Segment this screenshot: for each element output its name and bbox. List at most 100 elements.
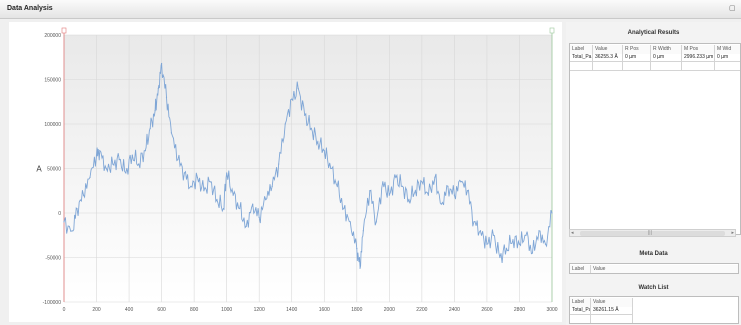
y-tick-label: 200000 xyxy=(44,33,61,39)
table-cell: Total_Pa xyxy=(570,306,591,315)
x-tick-label: 200 xyxy=(92,307,101,313)
data-series-line xyxy=(63,63,553,269)
column-header[interactable]: M Wid xyxy=(715,45,740,54)
data-point xyxy=(310,127,312,130)
data-point xyxy=(499,256,501,259)
x-tick-label: 1200 xyxy=(254,307,265,313)
data-point xyxy=(447,185,449,187)
data-point xyxy=(382,181,384,183)
data-point xyxy=(486,243,488,245)
x-tick-label: 2400 xyxy=(449,307,460,313)
x-tick-label: 1600 xyxy=(319,307,330,313)
data-point xyxy=(252,203,254,205)
data-point xyxy=(239,207,241,210)
column-header[interactable]: Value xyxy=(591,265,738,273)
column-header[interactable]: R Width xyxy=(651,45,682,54)
data-point xyxy=(466,190,469,192)
data-point xyxy=(165,96,168,98)
data-point xyxy=(479,230,482,232)
data-point xyxy=(99,150,101,152)
data-point xyxy=(232,194,234,196)
left-cursor-handle-icon[interactable] xyxy=(61,27,67,34)
table-cell xyxy=(570,62,593,71)
data-point xyxy=(291,98,293,100)
column-header[interactable]: M Pos xyxy=(682,45,715,54)
x-tick-label: 2200 xyxy=(416,307,427,313)
table-cell: 0 µm xyxy=(715,53,740,62)
watch-list-grid[interactable]: Label Value Total_Pa 36261.15 Å xyxy=(569,296,739,324)
data-point xyxy=(157,87,159,89)
analytical-results-grid[interactable]: Label Value R Pos R Width M Pos M Wid Total_Pa… xyxy=(569,43,741,235)
data-point xyxy=(473,221,475,223)
data-point xyxy=(105,167,107,170)
data-point xyxy=(131,154,133,156)
data-point xyxy=(349,221,351,223)
data-point xyxy=(265,199,267,201)
column-header[interactable]: Label xyxy=(570,265,591,273)
x-tick-label: 2600 xyxy=(481,307,492,313)
data-point xyxy=(125,172,127,174)
data-point xyxy=(401,185,403,187)
x-tick-label: 1000 xyxy=(221,307,232,313)
horizontal-scrollbar[interactable]: ◂ ||| ▸ xyxy=(569,229,736,237)
data-point xyxy=(440,203,442,205)
watch-list-title: Watch List xyxy=(638,285,669,291)
data-point xyxy=(427,194,429,196)
plot-area[interactable]: 0 200 400 600 800 1000 1200 1400 1600 1800 2000 220… xyxy=(9,22,562,322)
data-point xyxy=(388,194,390,196)
data-point xyxy=(258,216,260,219)
table-cell: 0 µm xyxy=(651,53,682,62)
y-tick-label: 150000 xyxy=(44,78,61,84)
data-point xyxy=(203,190,205,192)
table-cell xyxy=(623,62,651,71)
scroll-left-icon[interactable]: ◂ xyxy=(571,230,574,236)
data-point xyxy=(271,185,273,187)
data-point xyxy=(82,194,85,196)
data-point xyxy=(245,225,247,227)
meta-data-grid[interactable]: Label Value xyxy=(569,263,739,274)
data-point xyxy=(216,199,218,201)
scrollbar-thumb[interactable] xyxy=(580,231,725,236)
data-point xyxy=(544,243,547,245)
column-header[interactable]: Value xyxy=(591,298,633,307)
data-point xyxy=(190,185,192,187)
column-header[interactable]: Label xyxy=(570,298,591,307)
x-tick-label: 2800 xyxy=(514,307,525,313)
table-cell: Total_Pa xyxy=(570,53,593,62)
data-point xyxy=(518,243,521,245)
analytical-results-title: Analytical Results xyxy=(627,30,680,36)
table-cell xyxy=(682,62,715,71)
data-point xyxy=(492,234,495,236)
x-tick-label: 800 xyxy=(190,307,199,313)
data-point xyxy=(183,172,185,174)
data-point xyxy=(538,230,540,232)
data-point xyxy=(505,248,508,250)
y-tick-label: 100000 xyxy=(44,122,61,128)
right-panel: Analytical Results Label Value R Pos R Widt… xyxy=(566,22,741,325)
data-point xyxy=(343,207,345,210)
column-header[interactable]: R Pos xyxy=(623,45,651,54)
data-point xyxy=(95,154,98,156)
scroll-right-icon[interactable]: ▸ xyxy=(731,230,734,236)
x-tick-label: 1800 xyxy=(351,307,362,313)
table-cell xyxy=(570,315,591,323)
data-point xyxy=(76,207,78,210)
data-point xyxy=(149,127,151,130)
data-point xyxy=(278,163,280,165)
data-point xyxy=(551,212,553,214)
column-header[interactable]: Label xyxy=(570,45,593,54)
x-tick-label: 400 xyxy=(125,307,134,313)
data-point xyxy=(154,110,156,112)
x-tick-label: 1400 xyxy=(286,307,297,313)
column-header[interactable]: Value xyxy=(593,45,623,54)
table-cell xyxy=(651,62,682,71)
window-control-icon[interactable]: ▢ xyxy=(729,5,736,12)
data-point xyxy=(323,150,325,152)
line-chart[interactable]: 0 200 400 600 800 1000 1200 1400 1600 1800 2000 220… xyxy=(9,22,562,322)
right-cursor-handle-icon[interactable] xyxy=(549,27,555,34)
window-title: Data Analysis xyxy=(7,5,53,12)
data-point xyxy=(209,181,211,183)
data-point xyxy=(226,172,228,174)
y-axis-label: A xyxy=(36,165,42,174)
data-point xyxy=(330,167,332,170)
